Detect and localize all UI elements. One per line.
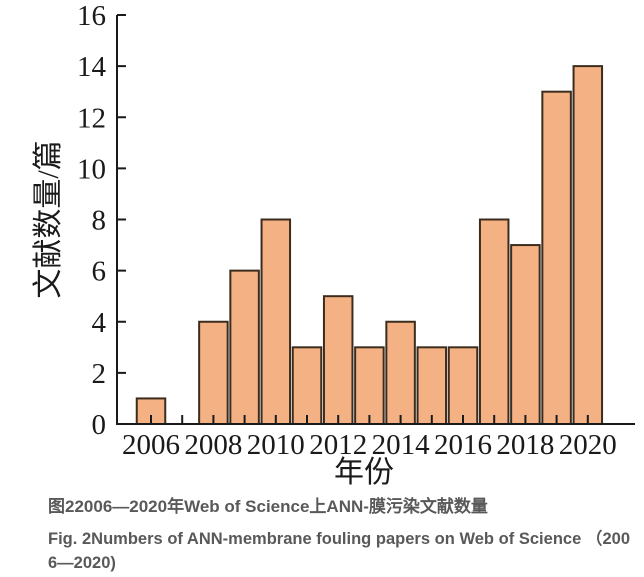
y-tick-label: 14 xyxy=(77,51,107,83)
bar-2010 xyxy=(260,218,292,425)
x-tick-label: 2010 xyxy=(247,429,305,461)
x-tick-label: 2018 xyxy=(496,429,554,461)
x-tick-label: 2006 xyxy=(122,429,180,461)
y-tick-label: 16 xyxy=(77,0,106,32)
bar-2012 xyxy=(322,295,354,425)
y-tick-label: 4 xyxy=(92,307,107,339)
figure-caption-en: Fig. 2Numbers of ANN-membrane fouling pa… xyxy=(48,530,630,573)
bar-2019 xyxy=(541,90,572,425)
x-tick-label: 2008 xyxy=(184,429,242,461)
y-tick-label: 12 xyxy=(77,102,106,134)
bar-2008 xyxy=(198,320,229,425)
x-axis-title: 年份 xyxy=(334,456,394,489)
y-axis-title: 文献数量/篇 xyxy=(32,140,65,298)
x-tick-label: 2016 xyxy=(434,429,492,461)
bar-2015 xyxy=(416,346,448,425)
figure-captions: 图22006—2020年Web of Science上ANN-膜污染文献数量 F… xyxy=(48,496,630,576)
y-tick-label: 2 xyxy=(92,358,107,390)
y-tick-label: 10 xyxy=(77,153,106,185)
y-tick-label: 0 xyxy=(92,409,107,441)
bar-2016 xyxy=(447,346,479,425)
x-tick-label: 2014 xyxy=(372,429,431,461)
bar-2009 xyxy=(229,269,260,425)
x-tick-label: 2012 xyxy=(309,429,367,461)
axes xyxy=(116,15,635,425)
bar-2014 xyxy=(385,320,416,425)
bar-2011 xyxy=(291,346,323,425)
bar-2018 xyxy=(510,244,541,425)
y-tick-label: 6 xyxy=(92,256,107,288)
bar-2017 xyxy=(478,218,510,425)
bar-2020 xyxy=(572,65,604,425)
bar-2013 xyxy=(354,346,385,425)
bar-chart: 0 2 4 6 8 10 12 14 16 2006 2008 2010 2012 2014 2016 201… xyxy=(32,0,635,489)
x-tick-label: 2020 xyxy=(559,429,617,461)
figure-caption-zh: 图22006—2020年Web of Science上ANN-膜污染文献数量 xyxy=(48,497,488,516)
y-tick-label: 8 xyxy=(92,205,107,237)
